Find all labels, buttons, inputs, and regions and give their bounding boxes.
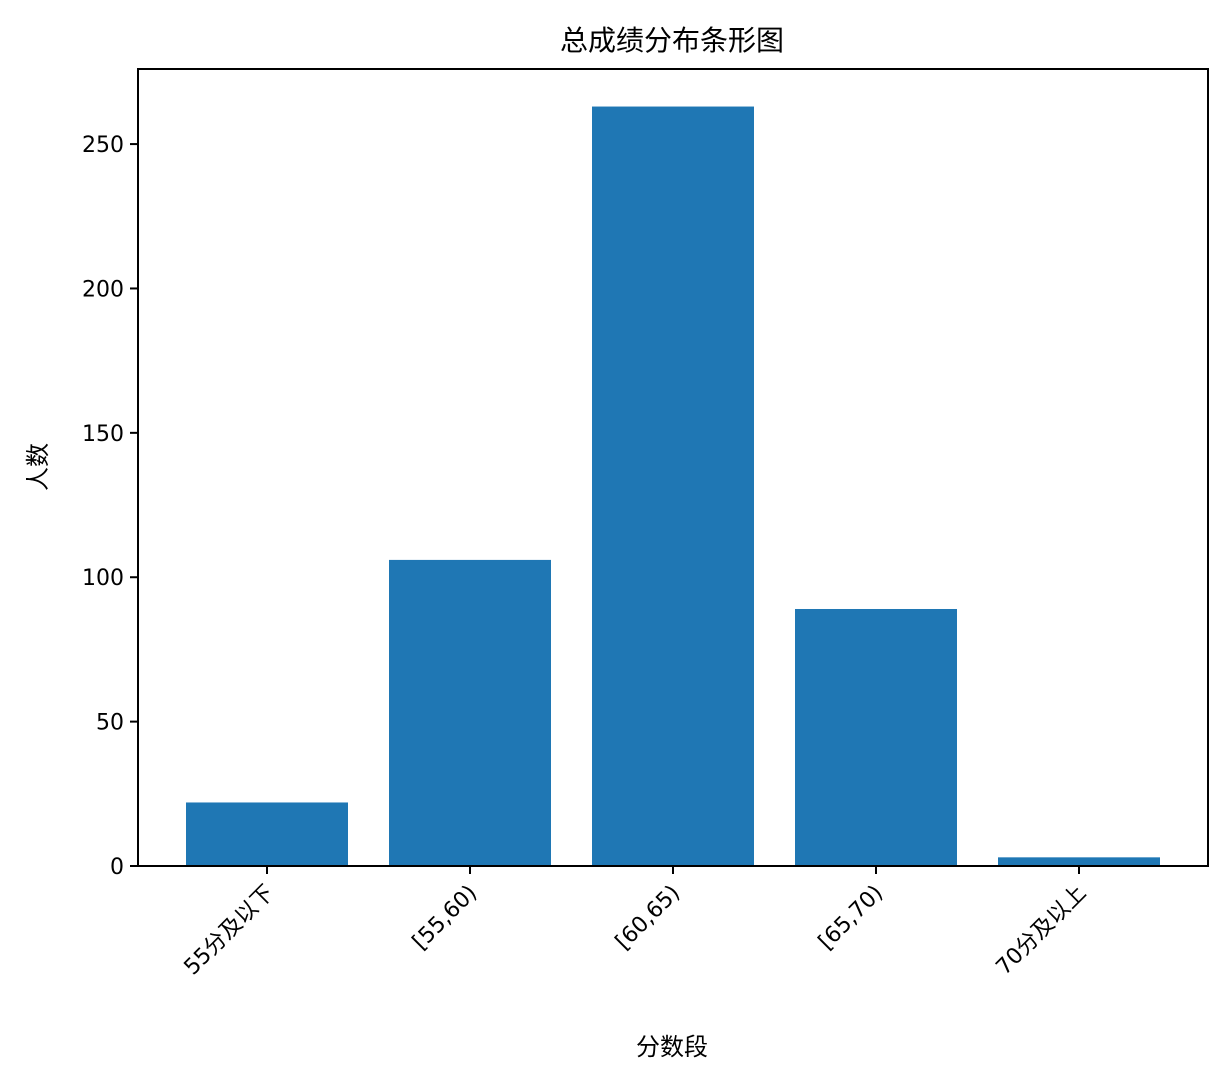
- bars-layer: [186, 106, 1160, 866]
- y-tick-label: 200: [82, 277, 124, 302]
- x-tick-label: [65,70): [814, 881, 888, 955]
- y-tick-label: 50: [96, 711, 124, 736]
- x-tick-label: [60,65): [611, 881, 685, 955]
- y-tick-label: 0: [110, 855, 124, 880]
- chart-title: 总成绩分布条形图: [560, 24, 784, 57]
- x-tick-label: [55,60): [408, 881, 482, 955]
- x-tick-label: 70分及以上: [992, 881, 1092, 981]
- bar: [998, 857, 1160, 866]
- y-axis: 0 50 100 150 200 250: [82, 133, 138, 880]
- x-axis: 55分及以下 [55,60) [60,65) [65,70) 70分及以上: [180, 866, 1092, 981]
- x-tick-label: 55分及以下: [180, 881, 280, 981]
- bar: [592, 106, 754, 866]
- bar: [186, 802, 348, 866]
- y-tick-label: 250: [82, 133, 124, 158]
- x-axis-title: 分数段: [636, 1033, 708, 1061]
- bar: [795, 608, 957, 866]
- y-tick-label: 100: [82, 566, 124, 591]
- y-tick-label: 150: [82, 422, 124, 447]
- y-axis-title: 人数: [24, 443, 52, 491]
- bar: [389, 559, 551, 866]
